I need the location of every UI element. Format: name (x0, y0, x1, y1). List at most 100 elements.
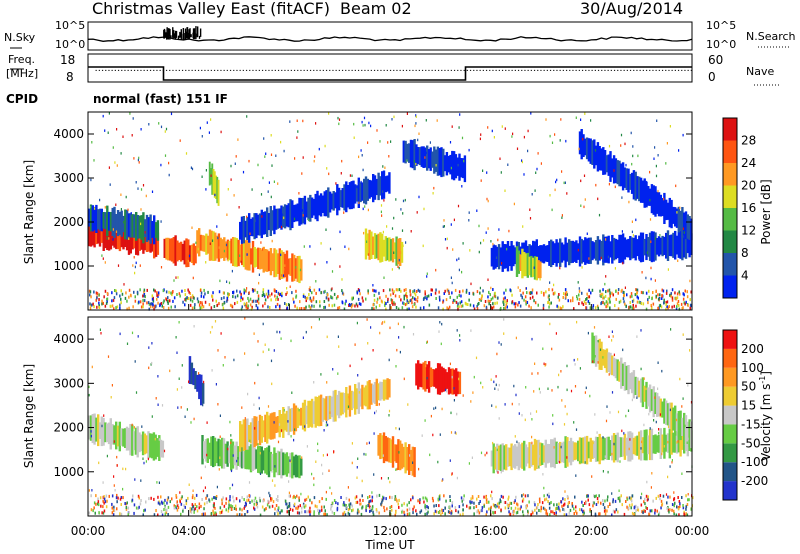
near-range-echo (232, 290, 235, 294)
scatter-echo (326, 381, 328, 384)
echo-cell (239, 421, 242, 452)
echo-cell (648, 188, 652, 206)
scatter-echo (469, 249, 471, 252)
near-range-echo (309, 498, 311, 502)
scatter-echo (654, 146, 656, 149)
scatter-echo (635, 218, 637, 222)
scatter-echo (308, 218, 310, 222)
near-range-echo (417, 288, 420, 292)
near-range-echo (480, 298, 482, 302)
echo-cell (512, 445, 515, 468)
scatter-echo (190, 421, 192, 424)
near-range-echo (181, 289, 183, 293)
near-range-echo (511, 300, 514, 304)
scatter-echo (138, 156, 140, 160)
scatter-echo (553, 283, 555, 287)
near-range-echo (558, 507, 560, 511)
echo-cell (550, 239, 553, 268)
scatter-echo (287, 420, 289, 423)
near-range-echo (405, 288, 407, 292)
near-range-echo (391, 496, 393, 500)
near-range-echo (460, 300, 463, 304)
echo-cell (188, 245, 192, 262)
scatter-echo (383, 276, 385, 279)
near-range-echo (394, 495, 397, 499)
scatter-echo (219, 456, 221, 459)
echo-cell (686, 214, 689, 239)
scatter-echo (398, 451, 400, 454)
scatter-echo (441, 407, 443, 411)
near-range-echo (396, 288, 399, 292)
near-range-echo (415, 298, 417, 302)
echo-cell (253, 447, 256, 470)
echo-cell (269, 206, 272, 236)
near-range-echo (637, 296, 639, 300)
near-range-echo (231, 304, 233, 308)
near-range-echo (138, 300, 140, 304)
near-range-echo (510, 506, 513, 510)
near-range-echo (308, 293, 310, 296)
echo-cell (645, 381, 648, 409)
scatter-echo (640, 367, 642, 371)
near-range-echo (600, 302, 602, 306)
echo-cell (560, 442, 564, 462)
echo-cell (321, 397, 325, 422)
echo-cell (490, 450, 494, 467)
echo-cell (528, 442, 531, 469)
scatter-echo (575, 474, 577, 477)
cpid-label: CPID (6, 92, 38, 106)
scatter-echo (363, 231, 365, 235)
near-range-echo (348, 503, 350, 507)
near-range-echo (405, 291, 408, 295)
scatter-echo (98, 461, 100, 465)
echo-cell (269, 248, 273, 276)
near-range-echo (588, 295, 591, 299)
scatter-echo (656, 119, 658, 122)
scatter-echo (267, 190, 269, 193)
scatter-echo (216, 485, 218, 489)
near-range-echo (267, 499, 269, 503)
scatter-echo (348, 247, 350, 251)
scatter-echo (91, 489, 93, 492)
scatter-echo (93, 427, 96, 430)
near-range-echo (126, 299, 128, 303)
scatter-echo (425, 151, 427, 155)
power-ylabel: Slant Range [km] (22, 160, 36, 264)
near-range-echo (245, 304, 247, 308)
scatter-echo (210, 174, 212, 177)
scatter-echo (480, 241, 482, 245)
echo-cell (107, 211, 111, 231)
echo-cell (149, 433, 152, 458)
scatter-echo (624, 142, 626, 146)
scatter-echo (457, 391, 459, 395)
near-range-echo (423, 500, 425, 504)
echo-cell (312, 198, 316, 216)
scatter-echo (202, 489, 205, 493)
near-range-echo (685, 507, 687, 511)
near-range-echo (491, 306, 493, 310)
scatter-echo (620, 144, 622, 147)
near-range-echo (247, 296, 249, 300)
scatter-echo (564, 405, 566, 408)
scatter-echo (649, 170, 651, 174)
near-range-echo (277, 291, 280, 295)
scatter-echo (241, 406, 243, 409)
near-range-echo (481, 294, 483, 298)
scatter-echo (661, 452, 663, 456)
echo-cell (426, 364, 429, 389)
near-range-echo (487, 299, 489, 303)
near-range-echo (309, 506, 311, 510)
near-range-echo (657, 297, 660, 301)
near-range-echo (375, 289, 377, 293)
near-range-echo (251, 305, 253, 309)
echo-cell (388, 379, 391, 398)
near-range-echo (274, 294, 276, 298)
near-range-echo (376, 300, 378, 304)
near-range-echo (582, 504, 584, 507)
scatter-echo (242, 170, 245, 174)
scatter-echo (244, 417, 246, 420)
echo-cell (120, 210, 123, 237)
scatter-echo (452, 248, 454, 251)
echo-cell (634, 376, 637, 395)
near-range-echo (229, 498, 231, 502)
